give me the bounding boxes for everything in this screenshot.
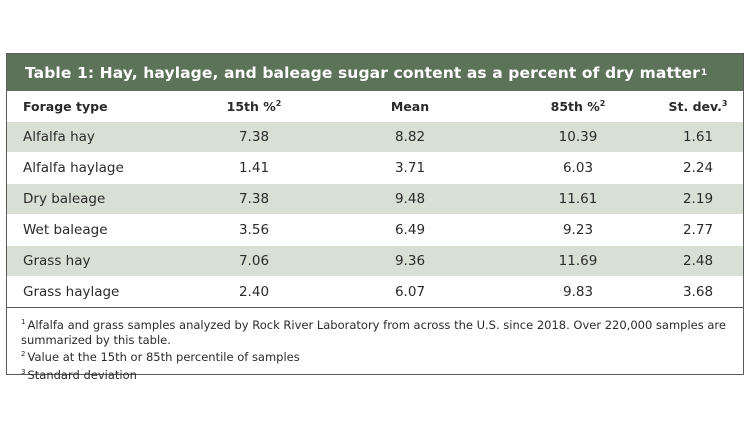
cell-85th: 11.69	[558, 253, 598, 269]
cell-mean: 8.82	[394, 129, 426, 145]
header-label: 15th %	[226, 98, 276, 114]
cell-forage-type: Grass hay	[23, 253, 91, 269]
cell-mean: 9.48	[394, 191, 426, 207]
cell-mean: 9.36	[394, 253, 426, 269]
footnote-3: 3 Standard deviation	[21, 365, 733, 383]
footnote-mark: 1	[21, 318, 26, 326]
cell-85th: 9.83	[562, 284, 594, 300]
table-title: Table 1: Hay, haylage, and baleage sugar…	[25, 63, 700, 82]
footnote-mark: 2	[21, 350, 26, 358]
cell-15th: 2.40	[238, 284, 270, 300]
cell-mean: 6.07	[394, 284, 426, 300]
header-st-dev: St. dev.3	[653, 99, 743, 114]
cell-15th: 7.38	[238, 129, 270, 145]
header-mean: Mean	[317, 99, 503, 114]
cell-85th: 6.03	[562, 160, 594, 176]
header-85th-percentile: 85th %2	[503, 99, 653, 114]
table-header-row: Forage type 15th %2 Mean 85th %2 St. dev…	[7, 91, 743, 121]
cell-st-dev: 1.61	[682, 129, 714, 145]
table-footnotes: 1 Alfalfa and grass samples analyzed by R…	[7, 307, 743, 382]
table-row: Alfalfa haylage 1.41 3.71 6.03 2.24	[7, 152, 743, 183]
cell-15th: 1.41	[238, 160, 270, 176]
header-label: 85th %	[550, 98, 600, 114]
sugar-content-table: Table 1: Hay, haylage, and baleage sugar…	[6, 53, 744, 382]
table-row: Alfalfa hay 7.38 8.82 10.39 1.61	[7, 121, 743, 152]
cell-st-dev: 3.68	[682, 284, 714, 300]
header-label: St. dev.	[668, 98, 722, 114]
header-footnote-mark: 2	[599, 98, 606, 108]
cell-forage-type: Alfalfa hay	[23, 129, 95, 145]
header-forage-type: Forage type	[7, 99, 191, 114]
cell-mean: 3.71	[394, 160, 426, 176]
cell-85th: 11.61	[558, 191, 598, 207]
footnote-text: Alfalfa and grass samples analyzed by Ro…	[21, 318, 726, 347]
table-row: Grass haylage 2.40 6.07 9.83 3.68	[7, 276, 743, 307]
cell-mean: 6.49	[394, 222, 426, 238]
cell-15th: 7.06	[238, 253, 270, 269]
cell-forage-type: Alfalfa haylage	[23, 160, 124, 176]
header-label: Mean	[390, 98, 430, 114]
title-footnote-mark: 1	[700, 67, 708, 78]
footnote-mark: 3	[21, 367, 26, 376]
table-row: Grass hay 7.06 9.36 11.69 2.48	[7, 245, 743, 276]
footnote-1: 1 Alfalfa and grass samples analyzed by R…	[21, 315, 733, 347]
cell-st-dev: 2.48	[682, 253, 714, 269]
cell-15th: 7.38	[238, 191, 270, 207]
cell-85th: 10.39	[558, 129, 598, 145]
header-footnote-mark: 3	[721, 98, 728, 108]
footnote-text: Standard deviation	[27, 367, 137, 382]
table-row: Dry baleage 7.38 9.48 11.61 2.19	[7, 183, 743, 214]
cell-st-dev: 2.24	[682, 160, 714, 176]
header-label: Forage type	[23, 98, 108, 114]
cell-forage-type: Wet baleage	[23, 222, 108, 238]
table-row: Wet baleage 3.56 6.49 9.23 2.77	[7, 214, 743, 245]
cell-st-dev: 2.77	[682, 222, 714, 238]
footnote-text: Value at the 15th or 85th percentile of …	[27, 350, 300, 364]
table-title-bar: Table 1: Hay, haylage, and baleage sugar…	[7, 54, 743, 91]
cell-15th: 3.56	[238, 222, 270, 238]
header-footnote-mark: 2	[275, 98, 282, 108]
cell-85th: 9.23	[562, 222, 594, 238]
footnote-2: 2 Value at the 15th or 85th percentile of…	[21, 347, 733, 365]
cell-st-dev: 2.19	[682, 191, 714, 207]
cell-forage-type: Grass haylage	[23, 284, 120, 300]
cell-forage-type: Dry baleage	[23, 191, 106, 207]
header-15th-percentile: 15th %2	[191, 99, 317, 114]
